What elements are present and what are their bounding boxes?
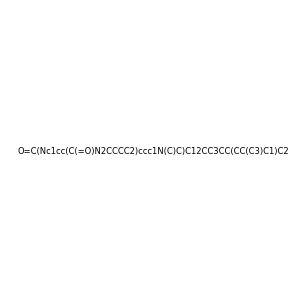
Text: O=C(Nc1cc(C(=O)N2CCCC2)ccc1N(C)C)C12CC3CC(CC(C3)C1)C2: O=C(Nc1cc(C(=O)N2CCCC2)ccc1N(C)C)C12CC3C… (18, 147, 290, 156)
